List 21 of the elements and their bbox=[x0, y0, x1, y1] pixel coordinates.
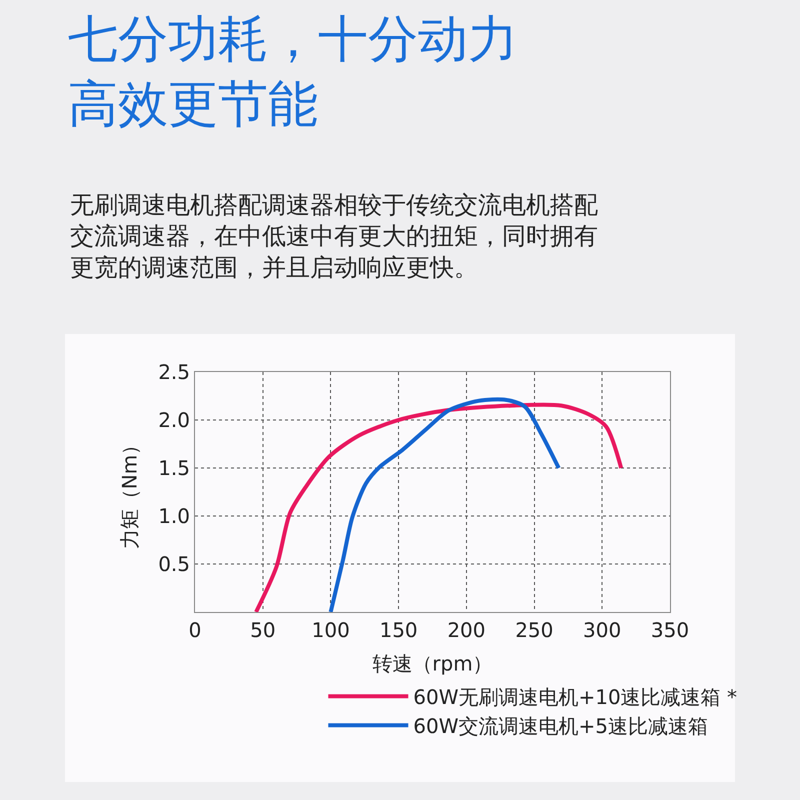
y-tick-label: 1.5 bbox=[158, 456, 190, 480]
line-series bbox=[328, 397, 561, 612]
x-axis-title: 转速（rpm） bbox=[372, 652, 493, 676]
x-tick-label: 100 bbox=[312, 618, 350, 642]
chart-subtitle: 无刷调速电机搭配调速器相较于传统交流电机搭配交流调速器，在中低速中有更大的扭矩，同时拥有更宽的调速范围，并且启动响应更快。 bbox=[70, 191, 598, 282]
y-tick-label: 2.5 bbox=[158, 360, 190, 384]
x-tick-label: 150 bbox=[379, 618, 418, 642]
legend-label: 60W无刷调速电机+10速比减速箱 * bbox=[413, 685, 738, 710]
y-tick-label: 0.5 bbox=[158, 552, 190, 576]
y-axis-title: 力矩（Nm） bbox=[118, 434, 142, 550]
x-tick-label: 200 bbox=[447, 618, 486, 642]
line-series bbox=[254, 402, 624, 612]
x-tick-label: 300 bbox=[583, 618, 622, 642]
y-tick-label: 2.0 bbox=[158, 408, 190, 432]
x-tick-label: 250 bbox=[515, 618, 554, 642]
legend-label: 60W交流调速电机+5速比减速箱 bbox=[413, 714, 708, 738]
x-tick-label: 350 bbox=[650, 618, 690, 642]
x-tick-label: 0 bbox=[188, 618, 202, 642]
x-tick-label: 50 bbox=[250, 618, 276, 642]
y-tick-label: 1.0 bbox=[158, 504, 190, 528]
chart-title: 七分功耗，十分动力高效更节能 bbox=[68, 10, 518, 133]
